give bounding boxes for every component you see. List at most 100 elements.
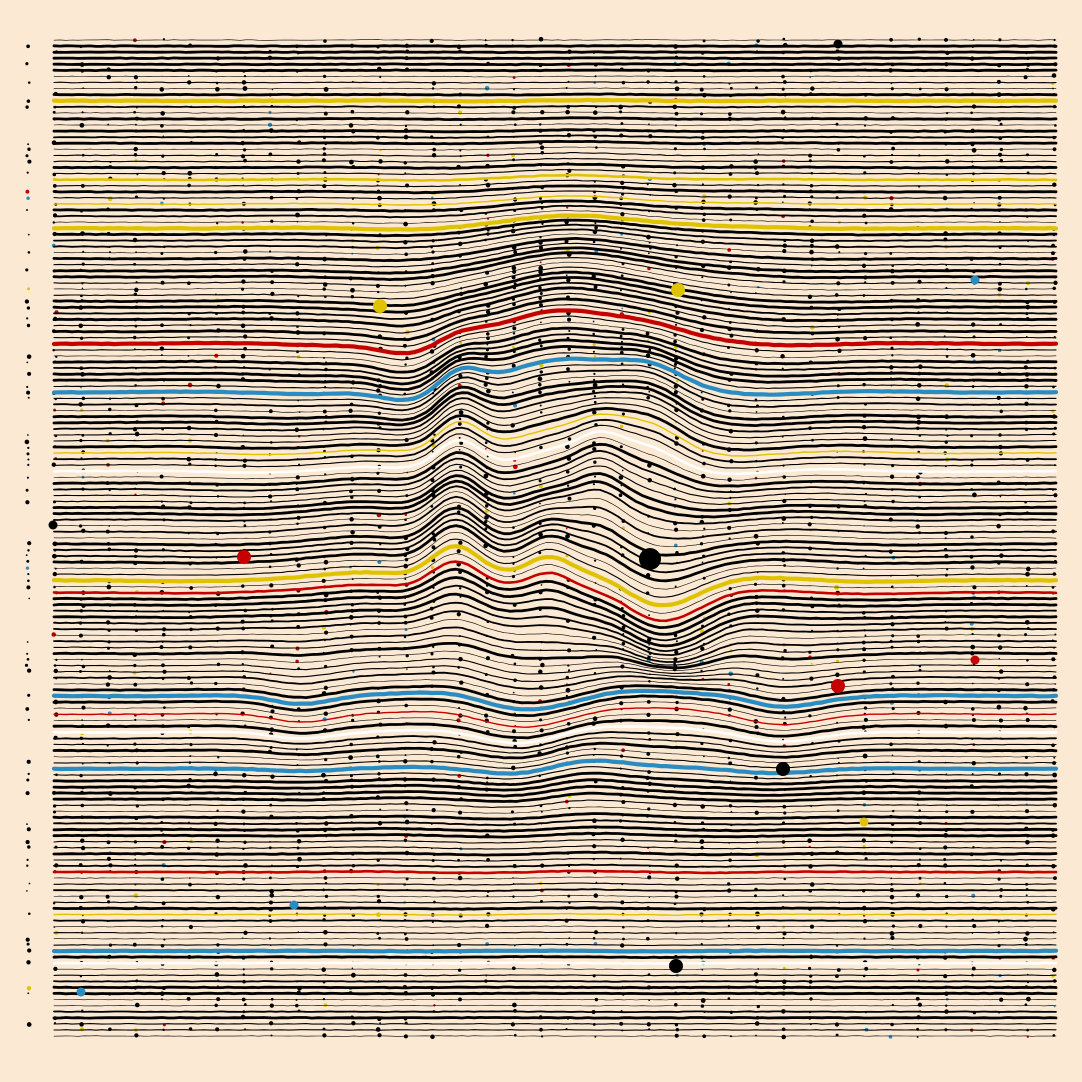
grid-dot xyxy=(565,444,570,450)
grid-dot xyxy=(189,681,194,685)
grid-dot xyxy=(781,87,785,91)
grid-dot xyxy=(512,332,516,335)
grid-dot xyxy=(26,306,31,310)
ridge-line xyxy=(53,937,1057,940)
grid-dot xyxy=(783,966,786,970)
grid-dot xyxy=(1053,756,1056,759)
grid-dot xyxy=(621,327,625,331)
ridge-line xyxy=(52,592,1058,648)
grid-dot xyxy=(619,289,622,292)
grid-dot xyxy=(24,663,29,667)
grid-dot xyxy=(512,729,516,734)
grid-dot xyxy=(620,362,624,366)
grid-dot xyxy=(537,376,543,382)
grid-dot xyxy=(727,924,731,928)
ridge-line xyxy=(53,281,1057,320)
grid-dot xyxy=(106,840,111,845)
grid-dot xyxy=(1054,124,1057,127)
feature-dot-yellow xyxy=(373,299,387,313)
ridge-line xyxy=(53,87,1057,90)
grid-dot xyxy=(351,967,354,970)
grid-dot xyxy=(483,382,488,387)
grid-dot xyxy=(566,277,571,283)
grid-dot xyxy=(565,527,568,530)
accent-line-white xyxy=(52,429,1058,476)
grid-dot xyxy=(594,225,598,230)
grid-dot xyxy=(539,363,544,368)
grid-dot xyxy=(539,123,542,126)
grid-dot xyxy=(484,508,489,513)
ridge-line xyxy=(52,576,1058,636)
grid-dot xyxy=(756,925,761,930)
grid-dot xyxy=(916,803,919,806)
ridge-line xyxy=(52,385,1058,427)
grid-dot xyxy=(538,338,542,342)
grid-dot xyxy=(27,463,30,466)
grid-dot xyxy=(538,390,542,395)
grid-dot xyxy=(510,810,515,814)
grid-dot xyxy=(214,972,220,977)
grid-dot xyxy=(621,925,625,929)
grid-dot xyxy=(25,500,30,505)
grid-dot xyxy=(459,341,463,345)
ridge-line xyxy=(53,980,1057,983)
ridge-line xyxy=(52,741,1058,760)
ridge-line xyxy=(53,1029,1057,1031)
grid-dot xyxy=(916,1035,919,1038)
grid-dot xyxy=(1052,1034,1056,1037)
grid-dot xyxy=(215,1027,220,1032)
grid-dot xyxy=(348,755,353,760)
grid-dot xyxy=(673,527,679,532)
grid-dot xyxy=(674,111,679,116)
grid-dot xyxy=(889,251,893,255)
grid-dot xyxy=(456,754,461,759)
ridge-line xyxy=(53,402,1057,445)
grid-dot xyxy=(350,287,355,293)
grid-dot xyxy=(26,668,32,673)
grid-dot xyxy=(915,893,921,898)
grid-dot xyxy=(647,252,650,255)
grid-dot xyxy=(567,894,571,898)
grid-dot xyxy=(27,718,30,722)
grid-dot xyxy=(430,652,434,656)
ridge-line xyxy=(53,168,1057,176)
grid-dot xyxy=(781,1027,786,1032)
grid-dot xyxy=(511,363,516,368)
grid-dot xyxy=(622,633,625,635)
ridge-line xyxy=(53,512,1057,565)
grid-dot xyxy=(1052,967,1057,973)
grid-dot xyxy=(27,458,30,461)
grid-dot xyxy=(539,291,543,296)
grid-dot xyxy=(27,371,32,376)
grid-dot xyxy=(1025,931,1030,936)
ridge-line xyxy=(52,92,1058,97)
ridge-line xyxy=(52,825,1058,833)
grid-dot xyxy=(511,265,517,271)
ridge-line xyxy=(52,778,1058,792)
ridge-line xyxy=(53,501,1057,547)
grid-dot xyxy=(753,972,758,977)
grid-dot xyxy=(458,410,464,415)
grid-dot xyxy=(971,893,976,898)
grid-dot xyxy=(458,417,462,421)
ridge-lines xyxy=(51,39,1059,1037)
grid-dot xyxy=(81,705,86,710)
grid-dot xyxy=(25,840,30,845)
ridge-line xyxy=(53,1022,1057,1025)
grid-dot xyxy=(701,218,706,222)
grid-dot xyxy=(268,409,273,414)
grid-dot xyxy=(135,251,137,253)
grid-dot xyxy=(376,471,380,475)
grid-dot xyxy=(242,86,248,91)
grid-dot xyxy=(890,935,895,940)
grid-dot xyxy=(27,233,30,236)
ridge-line xyxy=(53,485,1057,525)
ridge-line xyxy=(53,931,1057,934)
grid-dot xyxy=(81,287,84,290)
grid-dot xyxy=(512,76,516,79)
grid-dot xyxy=(593,400,597,404)
feature-dots xyxy=(48,39,980,997)
grid-dot xyxy=(459,441,464,445)
grid-dot xyxy=(53,966,58,972)
